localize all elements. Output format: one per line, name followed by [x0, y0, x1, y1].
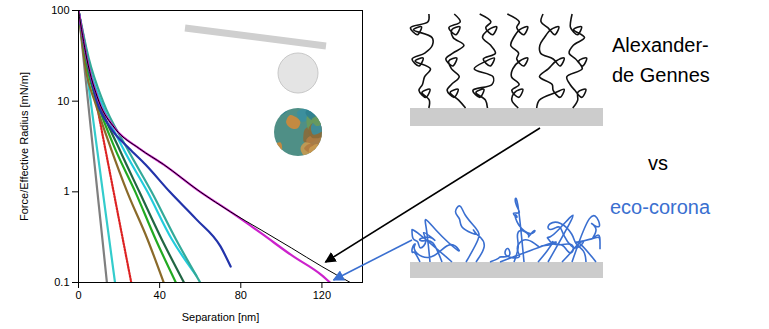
html-text:vs: vs: [648, 152, 668, 174]
html-text:Alexander-: Alexander-: [612, 34, 709, 56]
svg-text:10: 10: [57, 95, 69, 107]
svg-text:80: 80: [235, 289, 247, 301]
html-text:eco-corona: eco-corona: [610, 196, 711, 218]
svg-text:0.1: 0.1: [54, 276, 69, 288]
svg-text:Separation [nm]: Separation [nm]: [182, 311, 260, 323]
svg-text:1: 1: [63, 185, 69, 197]
svg-text:100: 100: [51, 4, 69, 16]
svg-text:0: 0: [75, 289, 81, 301]
svg-text:120: 120: [313, 289, 331, 301]
svg-text:Force/Effective Radius [mN/m]: Force/Effective Radius [mN/m]: [18, 72, 30, 221]
html-text:de Gennes: de Gennes: [612, 64, 710, 86]
svg-text:40: 40: [154, 289, 166, 301]
